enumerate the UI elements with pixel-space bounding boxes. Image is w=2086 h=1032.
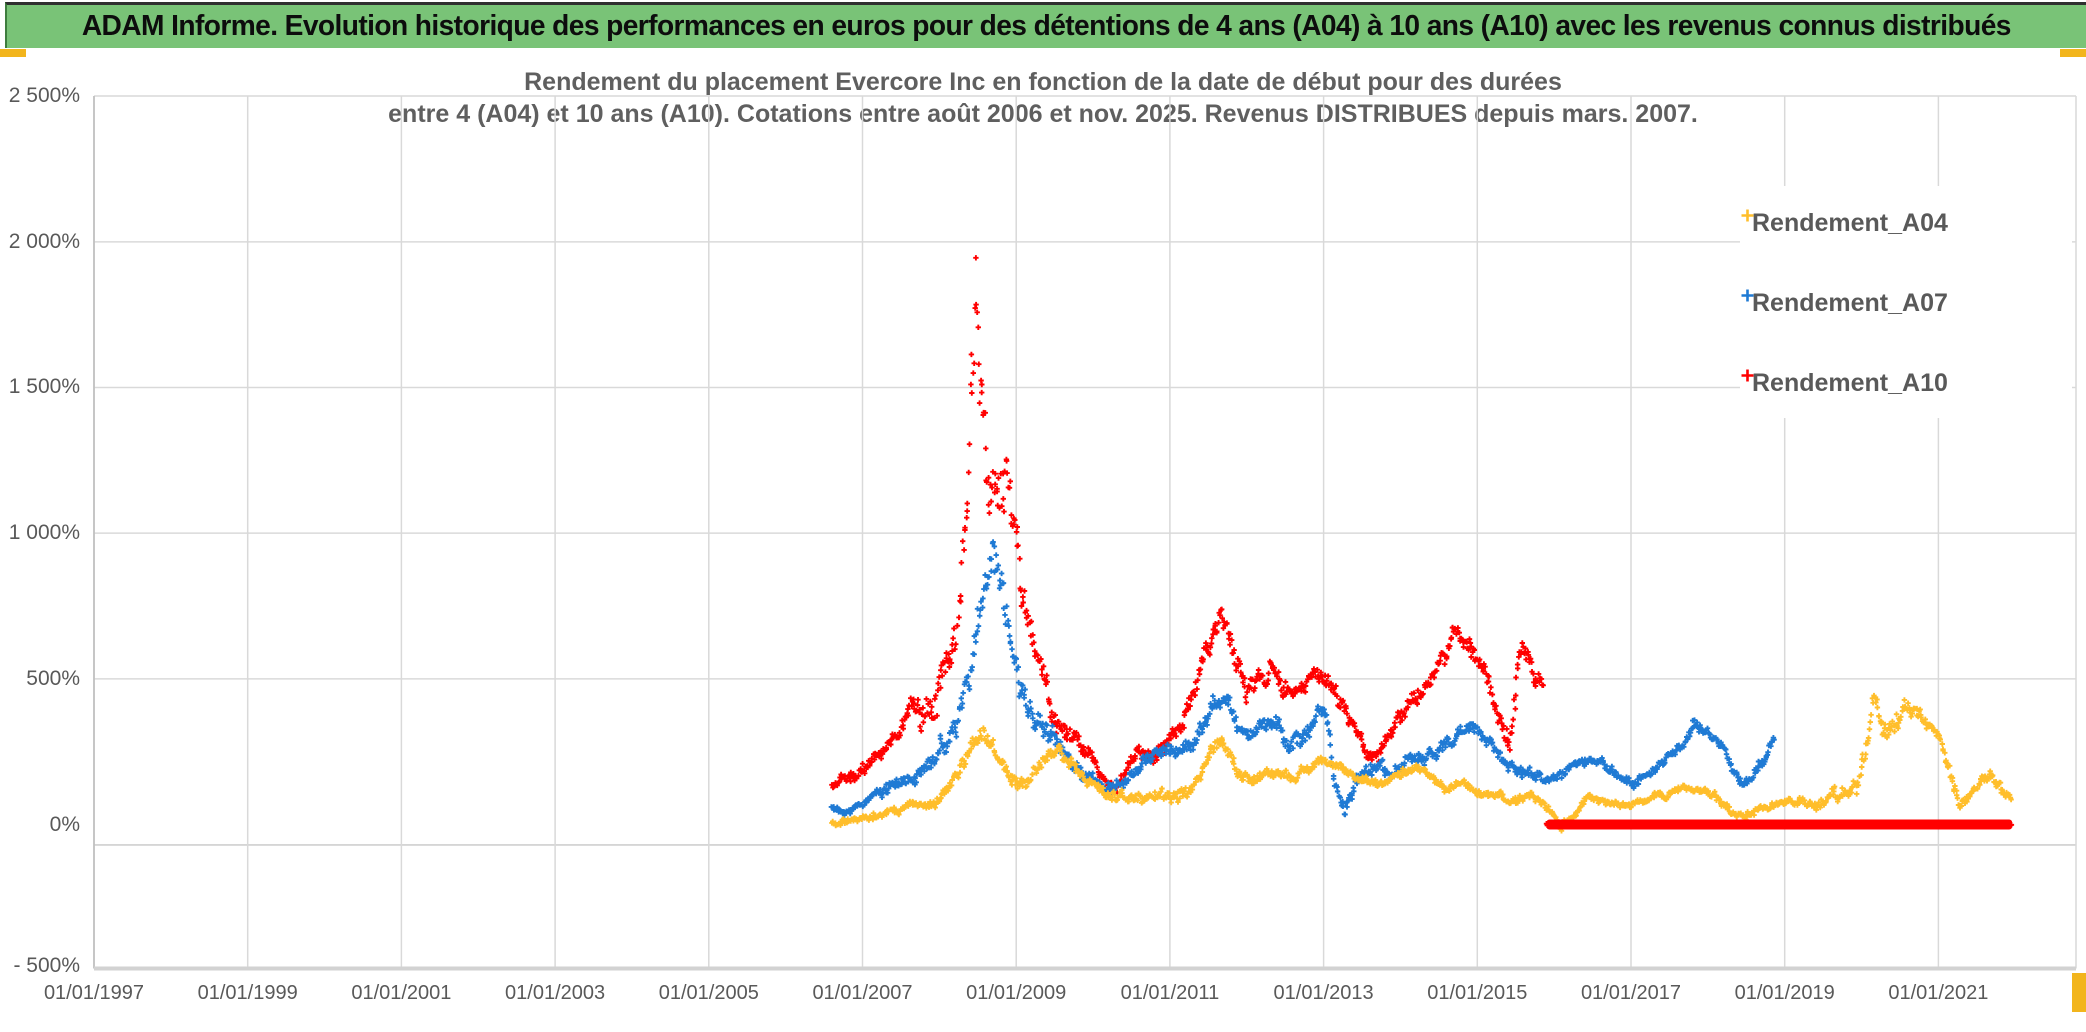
plus-marker-icon [1741,369,1754,382]
x-tick-label: 01/01/1999 [197,982,298,1004]
plus-marker-icon [1741,209,1754,222]
series-rendement_a10 [829,255,1546,796]
legend: Rendement_A04 Rendement_A07 Rendement_A10 [1740,186,2072,418]
legend-item-label: Rendement_A10 [1752,368,1948,397]
series-rendement_a07 [828,539,1777,818]
gold-accent-top-left [0,49,26,57]
x-tick-label: 01/01/2009 [966,982,1067,1004]
x-tick-label: 01/01/2001 [351,982,452,1004]
y-tick-label: 0% [49,812,80,836]
banner-title: ADAM Informe. Evolution historique des p… [82,10,2012,42]
legend-item-label: Rendement_A04 [1752,208,1948,237]
flat-zero-markers [1543,820,2015,829]
y-tick-label: 1 500% [8,375,80,399]
gold-accent-bottom-right [2072,973,2086,1012]
y-tick-label: 1 000% [8,521,80,545]
legend-item-label: Rendement_A07 [1752,288,1948,317]
series-rendement_a04 [829,692,2014,834]
x-tick-label: 01/01/2019 [1734,982,1835,1004]
y-tick-label: 2 000% [8,229,80,253]
x-tick-label: 01/01/2013 [1273,982,1374,1004]
x-tick-label: 01/01/2017 [1580,982,1682,1004]
x-tick-label: 01/01/2003 [505,982,606,1004]
x-tick-label: 01/01/1997 [43,982,145,1004]
plus-marker-icon [1741,289,1754,302]
x-tick-label: 01/01/2021 [1888,982,1989,1004]
x-tick-label: 01/01/2007 [812,982,913,1004]
gold-accent-top-right [2060,49,2086,57]
y-tick-label: - 500% [13,954,80,977]
legend-item-rendement_a04: Rendement_A04 [1740,208,2072,238]
x-tick-label: 01/01/2011 [1120,982,1220,1004]
y-tick-label: 500% [26,666,80,690]
chart-title-line2: entre 4 (A04) et 10 ans (A10). Cotations… [388,100,1698,128]
x-tick-label: 01/01/2005 [658,982,759,1004]
x-tick-label: 01/01/2015 [1427,982,1528,1004]
legend-item-rendement_a07: Rendement_A07 [1740,288,2072,318]
y-tick-label: 2 500% [8,84,80,108]
banner: ADAM Informe. Evolution historique des p… [5,2,2086,48]
chart-title-line1: Rendement du placement Evercore Inc en f… [524,68,1562,96]
legend-item-rendement_a10: Rendement_A10 [1740,368,2072,398]
